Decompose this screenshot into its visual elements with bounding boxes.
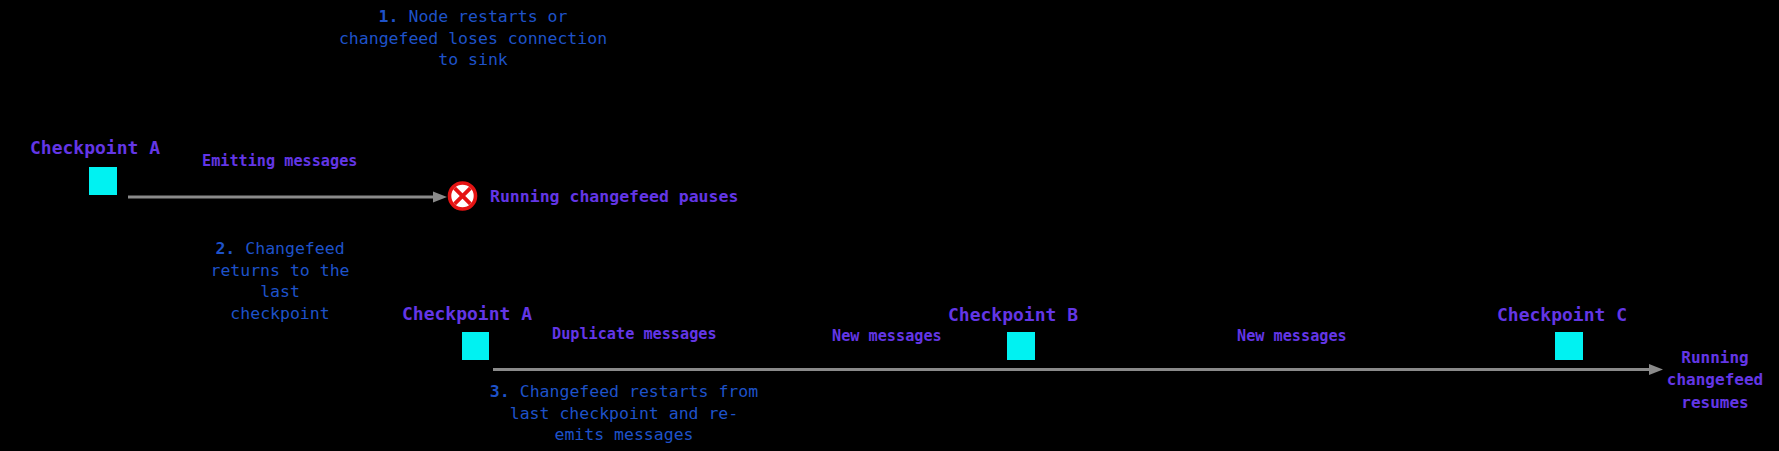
note-1-line-3: to sink xyxy=(271,49,675,71)
note-changefeed-restarts: 3.Changefeed restarts from last checkpoi… xyxy=(452,381,796,446)
new-messages-2-label: New messages xyxy=(1237,329,1347,344)
note-1-number: 1. xyxy=(379,7,409,26)
note-2-line-1: Changefeed xyxy=(245,239,344,258)
checkpoint-a2-marker xyxy=(462,332,489,360)
running-changefeed-pauses-label: Running changefeed pauses xyxy=(490,186,738,207)
checkpoint-c-marker xyxy=(1555,332,1583,360)
note-2-number: 2. xyxy=(215,239,245,258)
resume-line-2: changefeed xyxy=(1640,369,1779,391)
note-2-line-3: last xyxy=(178,281,382,303)
note-3-line-3: emits messages xyxy=(452,424,796,446)
resume-line-1: Running xyxy=(1640,347,1779,369)
changefeed-diagram: 1.Node restarts or changefeed loses conn… xyxy=(0,0,1779,451)
resume-line-3: resumes xyxy=(1640,392,1779,414)
note-3-number: 3. xyxy=(490,382,520,401)
note-changefeed-returns: 2.Changefeed returns to the last checkpo… xyxy=(178,238,382,324)
timeline1-arrowhead xyxy=(433,192,447,203)
note-3-line-1: Changefeed restarts from xyxy=(520,382,758,401)
checkpoint-a2-label: Checkpoint A xyxy=(402,305,532,323)
duplicate-messages-label: Duplicate messages xyxy=(552,327,717,342)
checkpoint-a1-marker xyxy=(89,167,117,195)
note-1-line-1: Node restarts or xyxy=(408,7,567,26)
note-3-line-2: last checkpoint and re- xyxy=(452,403,796,425)
checkpoint-b-marker xyxy=(1007,332,1035,360)
changefeed-paused-icon xyxy=(450,183,476,209)
emitting-messages-label: Emitting messages xyxy=(202,154,357,169)
note-node-restarts: 1.Node restarts or changefeed loses conn… xyxy=(271,6,675,71)
note-2-line-2: returns to the xyxy=(178,260,382,282)
note-2-line-4: checkpoint xyxy=(178,303,382,325)
diagram-lines xyxy=(0,0,1779,451)
checkpoint-b-label: Checkpoint B xyxy=(948,306,1078,324)
running-changefeed-resumes-label: Running changefeed resumes xyxy=(1640,347,1779,414)
checkpoint-a1-label: Checkpoint A xyxy=(30,139,160,157)
note-1-line-2: changefeed loses connection xyxy=(271,28,675,50)
new-messages-1-label: New messages xyxy=(832,329,942,344)
checkpoint-c-label: Checkpoint C xyxy=(1497,306,1627,324)
